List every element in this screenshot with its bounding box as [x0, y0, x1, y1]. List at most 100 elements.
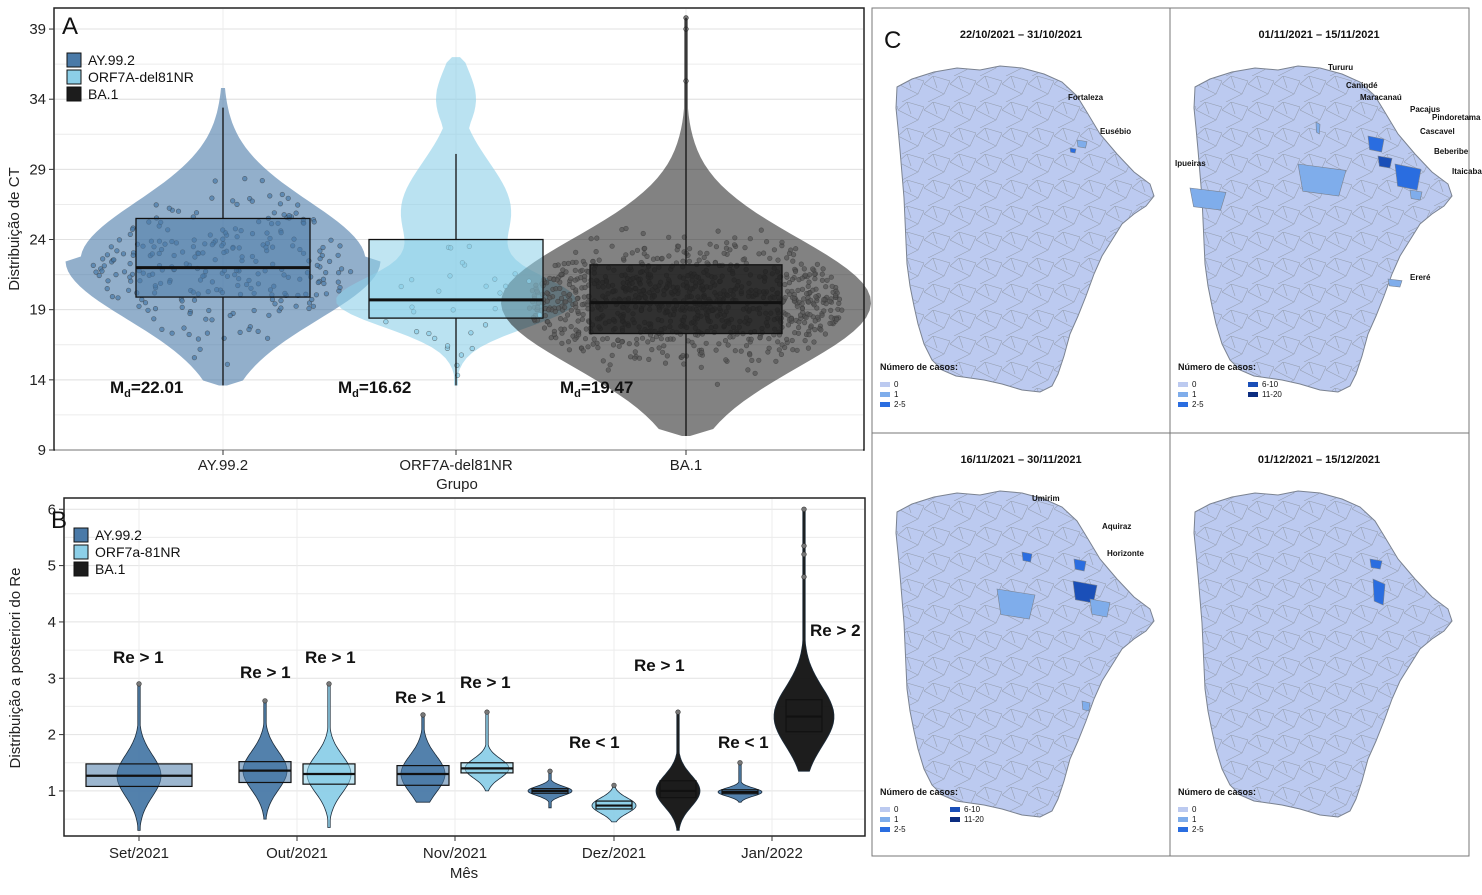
- y-tick-label: 34: [29, 91, 46, 108]
- y-tick-label: 6: [48, 501, 56, 518]
- data-point: [723, 245, 730, 251]
- data-point: [249, 198, 255, 204]
- data-point: [383, 319, 389, 325]
- data-point: [193, 210, 200, 216]
- panel-b-boxes: [85, 699, 823, 810]
- data-point: [576, 332, 582, 338]
- map-legend-swatch: [880, 392, 890, 397]
- data-point: [654, 255, 660, 262]
- data-point: [697, 250, 703, 256]
- data-point: [145, 307, 151, 313]
- panel-b-y-ticks: 1 2 3 4 5 6: [48, 501, 64, 800]
- data-point: [827, 298, 833, 304]
- map-panel-1: 22/10/2021 – 31/10/2021 Fortaleza Eusébio N…: [880, 29, 1155, 409]
- data-point: [620, 256, 627, 262]
- data-point: [293, 210, 299, 216]
- data-point: [469, 345, 475, 352]
- data-point: [166, 205, 172, 211]
- data-point: [839, 307, 845, 313]
- data-point: [649, 347, 655, 353]
- ceara-map: Fortaleza Eusébio: [895, 65, 1155, 393]
- outlier-point: [420, 712, 426, 718]
- data-point: [716, 341, 722, 347]
- data-point: [234, 201, 240, 207]
- data-point: [204, 330, 210, 336]
- highlighted-municipality: [1021, 551, 1033, 563]
- municipality-label-cascavel: Cascavel: [1420, 127, 1455, 136]
- legend-b-label-ay: AY.99.2: [95, 527, 142, 543]
- data-point: [634, 341, 640, 347]
- highlighted-municipality: [1387, 278, 1403, 288]
- y-tick-label: 5: [48, 558, 56, 575]
- map-title: 01/12/2021 – 15/12/2021: [1258, 454, 1380, 466]
- data-point: [575, 308, 581, 315]
- data-point: [807, 312, 813, 318]
- data-point: [337, 284, 343, 291]
- y-tick-label: 4: [48, 614, 56, 631]
- data-point: [703, 340, 709, 346]
- data-point: [552, 308, 558, 315]
- map-legend-label: 2-5: [894, 400, 906, 409]
- legend-a-swatch-ba: [66, 86, 82, 102]
- data-point: [579, 316, 586, 322]
- data-point: [541, 325, 548, 331]
- map-panel-4: 01/12/2021 – 15/12/2021 Número de casos: 0…: [1178, 454, 1453, 834]
- data-point: [836, 300, 842, 307]
- panel-b-legend: AY.99.2 ORF7a-81NR BA.1: [73, 527, 181, 577]
- map-legend-label: 1: [1192, 390, 1197, 399]
- data-point: [632, 355, 638, 361]
- median-annotation-ay: Md=22.01: [110, 378, 183, 400]
- highlighted-municipality: [1081, 700, 1091, 712]
- median-annotation-orf: Md=16.62: [338, 378, 411, 400]
- data-point: [785, 312, 791, 318]
- data-point: [600, 358, 606, 364]
- map-legend-swatch: [1248, 382, 1258, 387]
- data-point: [824, 277, 830, 283]
- panel-b-frame: [63, 497, 866, 837]
- outlier-point: [801, 506, 807, 512]
- data-point: [557, 285, 563, 292]
- data-point: [142, 300, 149, 306]
- data-point: [812, 318, 818, 324]
- data-point: [805, 283, 811, 289]
- data-point: [784, 255, 790, 261]
- data-point: [580, 311, 586, 318]
- data-point: [609, 243, 615, 249]
- map-legend: Número de casos: 012-5: [1178, 787, 1256, 834]
- outlier-point: [737, 760, 743, 766]
- highlighted-municipality: [1369, 558, 1383, 570]
- highlighted-municipality: [1297, 163, 1347, 197]
- data-point: [664, 353, 670, 359]
- municipality-label-beberibe: Beberibe: [1434, 147, 1469, 156]
- data-point: [482, 322, 489, 328]
- data-point: [259, 178, 265, 184]
- map-legend-swatch: [880, 807, 890, 812]
- data-point: [544, 298, 550, 304]
- data-point: [90, 262, 96, 269]
- data-point: [105, 278, 111, 284]
- data-point: [561, 261, 567, 267]
- legend-a-label-orf: ORF7A-del81NR: [88, 69, 194, 85]
- data-point: [696, 257, 702, 263]
- map-legend-title: Número de casos:: [1178, 787, 1256, 797]
- data-point: [186, 331, 192, 338]
- map-legend-swatch: [1178, 392, 1188, 397]
- data-point: [642, 245, 648, 251]
- data-point: [607, 362, 613, 368]
- data-point: [242, 176, 248, 182]
- municipality-label-aquiraz: Aquiraz: [1102, 522, 1131, 531]
- data-point: [797, 312, 804, 318]
- data-point: [760, 250, 767, 256]
- data-point: [686, 258, 693, 264]
- data-point: [267, 193, 273, 199]
- data-point: [579, 267, 585, 273]
- data-point: [311, 219, 317, 225]
- map-title: 22/10/2021 – 31/10/2021: [960, 29, 1082, 41]
- data-point: [666, 234, 672, 240]
- re-annotation-set-ay: Re > 1: [113, 648, 164, 667]
- data-point: [747, 236, 753, 242]
- data-point: [680, 258, 686, 264]
- data-point: [546, 307, 552, 313]
- legend-a-label-ay: AY.99.2: [88, 52, 135, 68]
